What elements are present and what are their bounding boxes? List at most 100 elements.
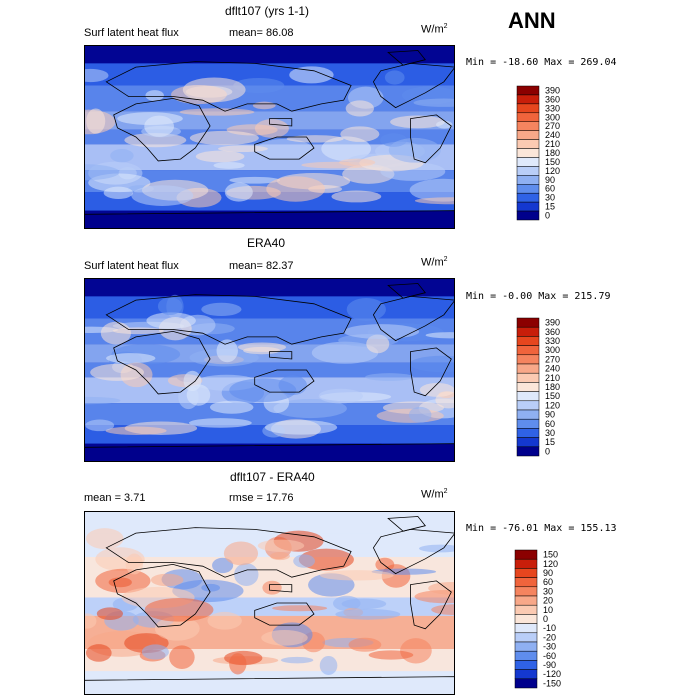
season-label: ANN: [508, 8, 556, 33]
colorbar-swatch: [516, 157, 540, 167]
colorbar-tick-label: 60: [545, 419, 555, 429]
panel2-title: ERA40: [247, 236, 286, 250]
colorbar-tick-label: 120: [543, 559, 558, 569]
panel2-mean: mean= 82.37: [229, 260, 294, 272]
panel3-units: W/m2: [421, 488, 448, 501]
colorbar-tick-label: 210: [545, 139, 560, 149]
colorbar-swatch: [516, 400, 540, 411]
colorbar-tick-label: 15: [545, 202, 555, 212]
colorbar-tick-label: -120: [543, 669, 561, 679]
colorbar-swatch: [516, 372, 540, 383]
colorbar-tick-label: -10: [543, 623, 556, 633]
colorbar-swatch: [514, 604, 538, 615]
colorbar-swatch: [516, 130, 540, 140]
colorbar-tick-label: -30: [543, 642, 556, 652]
colorbar-swatch: [514, 660, 538, 670]
colorbar-swatch: [514, 549, 538, 560]
colorbar-tick-label: 300: [545, 112, 560, 122]
colorbar-tick-label: 360: [545, 327, 560, 337]
colorbar-tick-label: 30: [545, 193, 555, 203]
colorbar-swatch: [514, 669, 538, 680]
panel3-map: [84, 511, 455, 695]
colorbar-tick-label: -60: [543, 651, 556, 661]
colorbar-tick-label: -150: [543, 678, 561, 688]
colorbar-swatch: [516, 112, 540, 122]
colorbar-swatch: [516, 437, 540, 448]
colorbar-tick-label: 60: [545, 184, 555, 194]
panel2-units: W/m2: [421, 256, 448, 269]
colorbar-swatch: [516, 409, 540, 420]
colorbar-tick-label: 180: [545, 382, 560, 392]
colorbar-tick-label: 90: [545, 175, 555, 185]
colorbar-tick-label: 90: [545, 410, 555, 420]
colorbar-swatch: [514, 641, 538, 652]
colorbar-tick-label: 30: [545, 428, 555, 438]
colorbar-swatch: [516, 192, 540, 203]
panel3-rmse: rmse = 17.76: [229, 492, 294, 504]
colorbar-tick-label: 330: [545, 336, 560, 346]
panel1-mean: mean= 86.08: [229, 27, 294, 39]
colorbar-tick-label: 90: [543, 568, 553, 578]
colorbar-swatch: [516, 326, 540, 337]
colorbar-swatch: [516, 446, 540, 457]
colorbar-tick-label: 270: [545, 121, 560, 131]
colorbar-tick-label: 210: [545, 373, 560, 383]
colorbar-swatch: [516, 184, 540, 194]
colorbar-tick-label: 0: [543, 614, 548, 624]
colorbar-tick-label: 15: [545, 437, 555, 447]
panel1-map: [84, 45, 455, 229]
colorbar-tick-label: 30: [543, 586, 553, 596]
colorbar-tick-label: 330: [545, 103, 560, 113]
colorbar-swatch: [514, 632, 538, 643]
colorbar-tick-label: 0: [545, 446, 550, 456]
colorbar-swatch: [516, 336, 540, 346]
colorbar-tick-label: 390: [545, 85, 560, 95]
colorbar-tick-label: 390: [545, 318, 560, 328]
colorbar-tick-label: 10: [543, 605, 553, 615]
panel3-mean: mean = 3.71: [84, 492, 146, 504]
colorbar-swatch: [516, 201, 540, 212]
panel1-units: W/m2: [421, 23, 448, 36]
panel2-map: [84, 278, 455, 462]
colorbar-swatch: [516, 94, 540, 105]
colorbar-tick-label: -20: [543, 632, 556, 642]
colorbar-swatch: [516, 148, 540, 158]
colorbar-swatch: [516, 85, 540, 96]
panel2-range: Min = -0.00 Max = 215.79: [466, 291, 611, 302]
colorbar-swatch: [516, 354, 540, 365]
panel1-range: Min = -18.60 Max = 269.04: [466, 57, 617, 68]
colorbar-swatch: [514, 614, 538, 624]
colorbar-tick-label: -90: [543, 660, 556, 670]
colorbar-swatch: [516, 121, 540, 131]
colorbar-tick-label: 0: [545, 211, 550, 221]
colorbar-tick-label: 270: [545, 354, 560, 364]
colorbar-swatch: [514, 595, 538, 606]
colorbar-tick-label: 150: [545, 391, 560, 401]
colorbar-swatch: [516, 175, 540, 185]
panel1-field-label: Surf latent heat flux: [84, 27, 179, 39]
colorbar-tick-label: 360: [545, 94, 560, 104]
colorbar-swatch: [514, 678, 538, 689]
colorbar-swatch: [516, 210, 540, 221]
colorbar-swatch: [514, 558, 538, 569]
colorbar-tick-label: 180: [545, 148, 560, 158]
colorbar-tick-label: 120: [545, 166, 560, 176]
panel1-title: dflt107 (yrs 1-1): [225, 4, 310, 18]
colorbar-tick-label: 60: [543, 577, 553, 587]
colorbar-swatch: [514, 650, 538, 661]
colorbar-swatch: [516, 428, 540, 438]
colorbar-tick-label: 240: [545, 130, 560, 140]
colorbar-swatch: [516, 391, 540, 402]
colorbar-tick-label: 120: [545, 400, 560, 410]
colorbar-tick-label: 300: [545, 345, 560, 355]
colorbar-tick-label: 150: [545, 157, 560, 167]
colorbar-tick-label: 240: [545, 364, 560, 374]
panel3-title: dflt107 - ERA40: [230, 470, 315, 484]
colorbar-swatch: [516, 345, 540, 356]
colorbar-swatch: [516, 139, 540, 149]
colorbar-tick-label: 20: [543, 596, 553, 606]
colorbar-swatch: [516, 382, 540, 392]
panel2-field-label: Surf latent heat flux: [84, 260, 179, 272]
